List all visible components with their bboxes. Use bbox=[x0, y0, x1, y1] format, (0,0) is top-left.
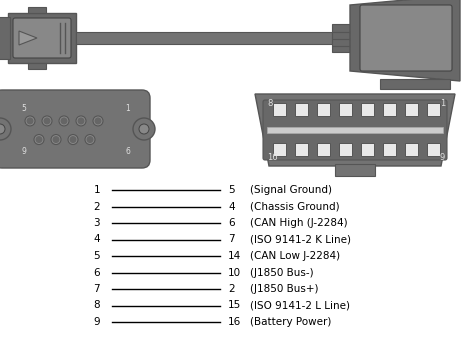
Bar bbox=[383, 103, 396, 116]
FancyBboxPatch shape bbox=[13, 18, 71, 58]
Circle shape bbox=[25, 116, 35, 126]
Text: (J1850 Bus-): (J1850 Bus-) bbox=[250, 267, 314, 277]
FancyBboxPatch shape bbox=[360, 5, 452, 71]
Bar bbox=[28, 63, 46, 69]
FancyBboxPatch shape bbox=[8, 13, 76, 63]
Bar bbox=[383, 143, 396, 156]
Circle shape bbox=[27, 117, 34, 125]
Text: 1: 1 bbox=[93, 185, 100, 195]
Bar bbox=[317, 143, 330, 156]
Text: 4: 4 bbox=[93, 234, 100, 245]
Bar bbox=[28, 7, 46, 13]
Bar bbox=[295, 143, 308, 156]
Circle shape bbox=[85, 135, 95, 145]
Circle shape bbox=[59, 116, 69, 126]
Text: (Chassis Ground): (Chassis Ground) bbox=[250, 202, 340, 212]
Bar bbox=[361, 143, 374, 156]
Text: 5: 5 bbox=[21, 104, 27, 113]
Text: (Battery Power): (Battery Power) bbox=[250, 317, 331, 327]
Bar bbox=[267, 127, 443, 133]
Circle shape bbox=[76, 116, 86, 126]
Circle shape bbox=[51, 135, 61, 145]
Bar bbox=[405, 103, 418, 116]
Circle shape bbox=[44, 117, 51, 125]
Text: 7: 7 bbox=[228, 234, 235, 245]
Bar bbox=[427, 143, 440, 156]
Circle shape bbox=[94, 117, 101, 125]
FancyBboxPatch shape bbox=[0, 90, 150, 168]
Text: 5: 5 bbox=[228, 185, 235, 195]
Text: 4: 4 bbox=[228, 202, 235, 212]
Text: 5: 5 bbox=[93, 251, 100, 261]
Bar bbox=[332, 24, 350, 52]
Circle shape bbox=[70, 136, 76, 143]
Text: 3: 3 bbox=[93, 218, 100, 228]
Bar bbox=[295, 103, 308, 116]
Bar bbox=[335, 164, 375, 176]
Text: (CAN Low J-2284): (CAN Low J-2284) bbox=[250, 251, 340, 261]
Text: 9: 9 bbox=[93, 317, 100, 327]
Circle shape bbox=[139, 124, 149, 134]
Text: 6: 6 bbox=[126, 147, 130, 156]
Text: 8: 8 bbox=[267, 99, 273, 108]
Bar bbox=[339, 103, 352, 116]
Text: 2: 2 bbox=[93, 202, 100, 212]
Text: 16: 16 bbox=[228, 317, 241, 327]
Text: 16: 16 bbox=[267, 153, 278, 162]
Circle shape bbox=[53, 136, 60, 143]
Text: (ISO 9141-2 L Line): (ISO 9141-2 L Line) bbox=[250, 300, 350, 310]
Polygon shape bbox=[350, 0, 460, 81]
Circle shape bbox=[68, 135, 78, 145]
Text: 2: 2 bbox=[228, 284, 235, 294]
Circle shape bbox=[42, 116, 52, 126]
Bar bbox=[405, 143, 418, 156]
Text: 1: 1 bbox=[440, 99, 445, 108]
Text: (J1850 Bus+): (J1850 Bus+) bbox=[250, 284, 319, 294]
Text: 8: 8 bbox=[93, 300, 100, 310]
Bar bbox=[273, 103, 286, 116]
Bar bbox=[380, 79, 450, 89]
Text: 6: 6 bbox=[93, 267, 100, 277]
Text: 15: 15 bbox=[228, 300, 241, 310]
Text: (Signal Ground): (Signal Ground) bbox=[250, 185, 332, 195]
Circle shape bbox=[93, 116, 103, 126]
Text: (ISO 9141-2 K Line): (ISO 9141-2 K Line) bbox=[250, 234, 351, 245]
Circle shape bbox=[86, 136, 93, 143]
Circle shape bbox=[0, 124, 5, 134]
Bar bbox=[317, 103, 330, 116]
Bar bbox=[76, 32, 332, 44]
Circle shape bbox=[133, 118, 155, 140]
Text: 14: 14 bbox=[228, 251, 241, 261]
Circle shape bbox=[34, 135, 44, 145]
Polygon shape bbox=[255, 94, 455, 166]
Text: (CAN High (J-2284): (CAN High (J-2284) bbox=[250, 218, 347, 228]
Bar bbox=[0, 17, 10, 59]
Text: 7: 7 bbox=[93, 284, 100, 294]
Text: 6: 6 bbox=[228, 218, 235, 228]
Circle shape bbox=[61, 117, 67, 125]
FancyBboxPatch shape bbox=[263, 100, 447, 160]
Bar bbox=[339, 143, 352, 156]
Bar bbox=[361, 103, 374, 116]
Polygon shape bbox=[19, 31, 37, 45]
Circle shape bbox=[36, 136, 43, 143]
Text: 9: 9 bbox=[440, 153, 445, 162]
Text: 9: 9 bbox=[21, 147, 27, 156]
Circle shape bbox=[78, 117, 84, 125]
Bar bbox=[273, 143, 286, 156]
Circle shape bbox=[0, 118, 11, 140]
Text: 10: 10 bbox=[228, 267, 241, 277]
Text: 1: 1 bbox=[126, 104, 130, 113]
Bar bbox=[427, 103, 440, 116]
